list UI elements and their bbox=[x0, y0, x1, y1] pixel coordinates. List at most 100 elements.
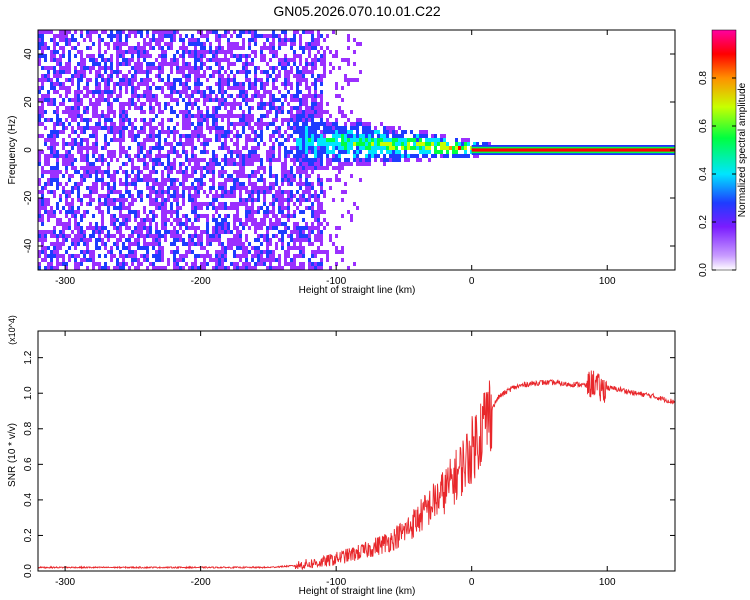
spectrogram-cell bbox=[200, 46, 203, 50]
spectrogram-cell bbox=[122, 206, 125, 210]
spectrogram-cell bbox=[254, 218, 257, 222]
spectrogram-cell bbox=[47, 118, 50, 122]
spectrogram-cell bbox=[335, 122, 338, 126]
spectrogram-cell bbox=[131, 202, 134, 206]
spectrogram-cell bbox=[218, 182, 221, 186]
spectrogram-cell bbox=[239, 70, 242, 74]
spectrogram-cell bbox=[368, 158, 371, 162]
spectrogram-cell bbox=[419, 158, 422, 162]
spectrogram-cell bbox=[137, 174, 140, 178]
spectrogram-cell bbox=[104, 58, 107, 62]
spectrogram-cell bbox=[299, 98, 302, 102]
spectrogram-cell bbox=[401, 146, 404, 150]
spectrogram-cell bbox=[176, 262, 179, 266]
spectrogram-cell bbox=[245, 114, 248, 118]
spectrogram-cell bbox=[392, 158, 395, 162]
spectrogram-cell bbox=[92, 258, 95, 262]
spectrogram-cell bbox=[173, 98, 176, 102]
spectrogram-cell bbox=[59, 30, 62, 34]
spectrogram-cell bbox=[239, 214, 242, 218]
spectrogram-cell bbox=[266, 234, 269, 238]
spectrogram-cell bbox=[317, 146, 320, 150]
spectrogram-cell bbox=[137, 262, 140, 266]
spectrogram-cell bbox=[146, 158, 149, 162]
spectrogram-cell bbox=[71, 94, 74, 98]
spectrogram-cell bbox=[134, 154, 137, 158]
spectrogram-cell bbox=[299, 118, 302, 122]
spectrogram-cell bbox=[125, 126, 128, 130]
spectrogram-cell bbox=[233, 198, 236, 202]
spectrogram-cell bbox=[209, 194, 212, 198]
spectrogram-cell bbox=[59, 194, 62, 198]
spectrogram-cell bbox=[257, 230, 260, 234]
spectrogram-cell bbox=[380, 138, 383, 142]
spectrogram-cell bbox=[65, 166, 68, 170]
spectrogram-cell bbox=[251, 106, 254, 110]
spectrogram-cell bbox=[266, 90, 269, 94]
spectrogram-cell bbox=[347, 210, 350, 214]
spectrogram-cell bbox=[206, 242, 209, 246]
spectrogram-cell bbox=[320, 258, 323, 262]
spectrogram-cell bbox=[233, 158, 236, 162]
spectrogram-cell bbox=[344, 78, 347, 82]
spectrogram-cell bbox=[83, 30, 86, 34]
spectrogram-cell bbox=[254, 126, 257, 130]
spectrogram-cell bbox=[38, 90, 41, 94]
spectrogram-cell bbox=[257, 166, 260, 170]
spectrogram-cell bbox=[260, 106, 263, 110]
spectrogram-cell bbox=[236, 266, 239, 270]
spectrogram-cell bbox=[341, 114, 344, 118]
spectrogram-cell bbox=[131, 158, 134, 162]
spectrogram-cell bbox=[50, 254, 53, 258]
spectrogram-cell bbox=[56, 58, 59, 62]
spectrogram-cell bbox=[146, 234, 149, 238]
spectrogram-cell bbox=[128, 122, 131, 126]
spectrogram-cell bbox=[389, 130, 392, 134]
spectrogram-cell bbox=[299, 82, 302, 86]
spectrogram-cell bbox=[134, 106, 137, 110]
spectrogram-cell bbox=[305, 134, 308, 138]
spectrogram-cell bbox=[68, 106, 71, 110]
spectrogram-cell bbox=[95, 126, 98, 130]
spectrogram-cell bbox=[149, 54, 152, 58]
spectrogram-cell bbox=[347, 146, 350, 150]
spectrogram-cell bbox=[188, 118, 191, 122]
spectrogram-cell bbox=[299, 194, 302, 198]
spectrogram-cell bbox=[185, 106, 188, 110]
spectrogram-cell bbox=[242, 82, 245, 86]
spectrogram-cell bbox=[134, 186, 137, 190]
spectrogram-cell bbox=[131, 70, 134, 74]
spectrogram-cell bbox=[143, 146, 146, 150]
spectrogram-cell bbox=[320, 186, 323, 190]
spectrogram-cell bbox=[41, 82, 44, 86]
spectrogram-cell bbox=[284, 258, 287, 262]
spectrogram-cell bbox=[290, 134, 293, 138]
spectrogram-cell bbox=[122, 34, 125, 38]
spectrogram-cell bbox=[110, 38, 113, 42]
spectrogram-cell bbox=[212, 210, 215, 214]
spectrogram-cell bbox=[128, 146, 131, 150]
spectrogram-cell bbox=[236, 34, 239, 38]
spectrogram-cell bbox=[98, 210, 101, 214]
spectrogram-cell bbox=[179, 206, 182, 210]
spectrogram-cell bbox=[53, 46, 56, 50]
spectrogram-cell bbox=[110, 122, 113, 126]
spectrogram-cell bbox=[359, 158, 362, 162]
spectrogram-cell bbox=[68, 54, 71, 58]
spectrogram-cell bbox=[290, 262, 293, 266]
spectrogram-cell bbox=[308, 158, 311, 162]
spectrogram-cell bbox=[263, 214, 266, 218]
spectrogram-cell bbox=[155, 94, 158, 98]
spectrogram-cell bbox=[434, 142, 437, 146]
spectrogram-cell bbox=[359, 178, 362, 182]
spectrogram-cell bbox=[194, 98, 197, 102]
spectrogram-cell bbox=[44, 154, 47, 158]
spectrogram-cell bbox=[149, 190, 152, 194]
spectrogram-cell bbox=[161, 206, 164, 210]
spectrogram-cell bbox=[179, 214, 182, 218]
spectrogram-cell bbox=[104, 94, 107, 98]
spectrogram-cell bbox=[221, 30, 224, 34]
spectrogram-cell bbox=[164, 178, 167, 182]
spectrogram-cell bbox=[95, 78, 98, 82]
spectrogram-cell bbox=[218, 170, 221, 174]
